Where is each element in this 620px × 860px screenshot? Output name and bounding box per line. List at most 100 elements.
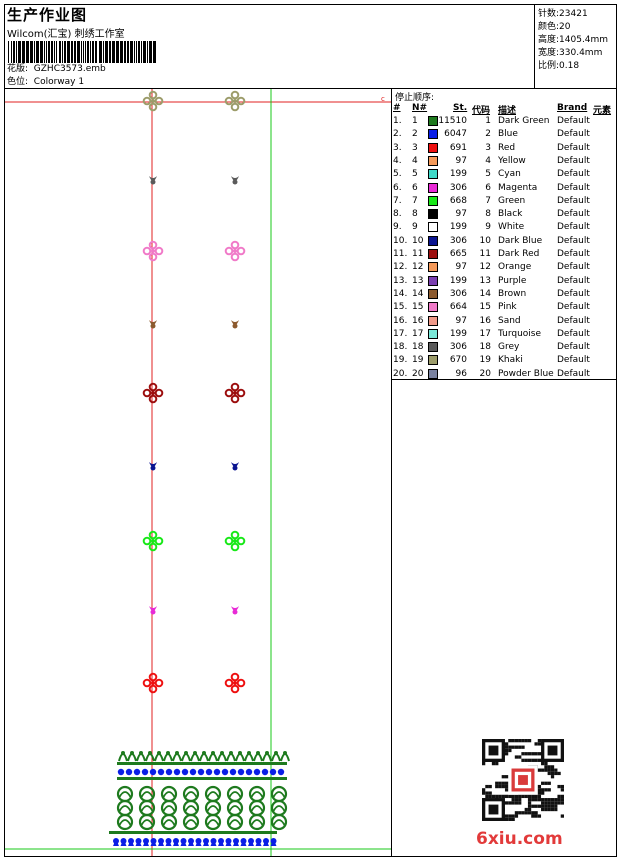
row-n: 3 xyxy=(412,142,418,153)
row-num: 7. xyxy=(393,195,402,206)
color-swatch xyxy=(428,328,438,339)
row-num: 3. xyxy=(393,142,402,153)
row-stitches: 97 xyxy=(455,315,467,326)
legend-heading: 停止顺序: xyxy=(395,93,435,103)
legend-row: 2. 2 6047 2 Blue Default xyxy=(392,128,617,141)
row-stitches: 670 xyxy=(449,355,467,366)
qr-code xyxy=(482,739,564,821)
row-num: 16. xyxy=(393,315,408,326)
row-n: 14 xyxy=(412,288,424,299)
row-desc: Black xyxy=(498,209,523,220)
row-brand: Default xyxy=(557,195,590,206)
row-n: 18 xyxy=(412,342,424,353)
col-stitches: St. xyxy=(453,103,468,113)
row-desc: White xyxy=(498,222,525,233)
legend-row: 19. 19 670 19 Khaki Default xyxy=(392,354,617,367)
row-n: 5 xyxy=(412,169,418,180)
row-desc: Dark Green xyxy=(498,116,550,126)
color-swatch xyxy=(428,116,438,126)
row-n: 15 xyxy=(412,302,424,313)
row-stitches: 665 xyxy=(449,249,467,259)
svg-text:c: c xyxy=(381,95,385,103)
barcode xyxy=(8,41,156,63)
row-n: 19 xyxy=(412,355,424,366)
row-brand: Default xyxy=(557,288,590,299)
colorway-label: 色位: xyxy=(7,77,29,87)
row-stitches: 11510 xyxy=(438,116,467,126)
color-swatch xyxy=(428,235,438,246)
row-num: 4. xyxy=(393,155,402,166)
row-brand: Default xyxy=(557,169,590,180)
row-brand: Default xyxy=(557,328,590,339)
legend-row: 4. 4 97 4 Yellow Default xyxy=(392,155,617,168)
row-stitches: 97 xyxy=(455,209,467,220)
stat-scale: 比例:0.18 xyxy=(538,61,580,71)
color-swatch xyxy=(428,288,438,299)
legend-row: 8. 8 97 8 Black Default xyxy=(392,208,617,221)
row-code: 9 xyxy=(485,222,491,233)
row-brand: Default xyxy=(557,355,590,366)
col-code: 代码 xyxy=(472,106,491,116)
col-desc: 描述 xyxy=(498,106,517,116)
row-code: 14 xyxy=(479,288,491,299)
row-n: 1 xyxy=(412,116,418,126)
row-stitches: 199 xyxy=(449,328,467,339)
row-num: 17. xyxy=(393,328,408,339)
row-desc: Green xyxy=(498,195,526,206)
row-code: 10 xyxy=(479,235,491,246)
row-code: 11 xyxy=(479,249,491,259)
row-num: 2. xyxy=(393,129,402,140)
row-num: 9. xyxy=(393,222,402,233)
row-stitches: 664 xyxy=(449,302,467,313)
row-code: 16 xyxy=(479,315,491,326)
row-brand: Default xyxy=(557,116,590,126)
header-info: 生产作业图 Wilcom(汇宝) 刺绣工作室 花版: GZHC3573.emb … xyxy=(6,4,534,88)
row-desc: Dark Blue xyxy=(498,235,543,246)
row-desc: Brown xyxy=(498,288,527,299)
color-swatch xyxy=(428,155,438,166)
design-file-name: GZHC3573.emb xyxy=(33,64,106,74)
row-brand: Default xyxy=(557,302,590,313)
color-swatch xyxy=(428,275,438,286)
row-code: 8 xyxy=(485,209,491,220)
row-code: 12 xyxy=(479,262,491,273)
row-brand: Default xyxy=(557,262,590,273)
colorway-name: Colorway 1 xyxy=(33,77,85,87)
row-code: 18 xyxy=(479,342,491,353)
row-brand: Default xyxy=(557,182,590,193)
company-name: Wilcom(汇宝) 刺绣工作室 xyxy=(7,29,125,40)
legend-row: 3. 3 691 3 Red Default xyxy=(392,142,617,155)
legend-row: 13. 13 199 13 Purple Default xyxy=(392,275,617,288)
color-swatch xyxy=(428,169,438,180)
legend-row: 14. 14 306 14 Brown Default xyxy=(392,288,617,301)
col-num: # xyxy=(393,103,401,113)
page-title: 生产作业图 xyxy=(7,6,88,24)
row-brand: Default xyxy=(557,235,590,246)
column-divider xyxy=(391,88,392,857)
col-brand: Brand xyxy=(557,103,588,113)
row-n: 17 xyxy=(412,328,424,339)
row-stitches: 199 xyxy=(449,169,467,180)
row-num: 5. xyxy=(393,169,402,180)
row-num: 6. xyxy=(393,182,402,193)
color-swatch xyxy=(428,355,438,366)
row-brand: Default xyxy=(557,209,590,220)
row-code: 15 xyxy=(479,302,491,313)
legend-row: 6. 6 306 6 Magenta Default xyxy=(392,182,617,195)
row-num: 14. xyxy=(393,288,408,299)
color-swatch xyxy=(428,262,438,273)
row-stitches: 668 xyxy=(449,195,467,206)
row-num: 20. xyxy=(393,368,408,379)
row-n: 11 xyxy=(412,249,424,259)
row-code: 17 xyxy=(479,328,491,339)
row-num: 11. xyxy=(393,249,408,259)
row-desc: Turquoise xyxy=(498,328,542,339)
header-divider xyxy=(4,88,617,89)
design-file-line: 花版: GZHC3573.emb xyxy=(7,61,106,74)
row-code: 6 xyxy=(485,182,491,193)
row-desc: Powder Blue xyxy=(498,368,554,379)
legend-row: 20. 20 96 20 Powder Blue Default xyxy=(392,368,617,381)
row-desc: Pink xyxy=(498,302,517,313)
stat-width: 宽度:330.4mm xyxy=(538,48,603,58)
row-n: 7 xyxy=(412,195,418,206)
